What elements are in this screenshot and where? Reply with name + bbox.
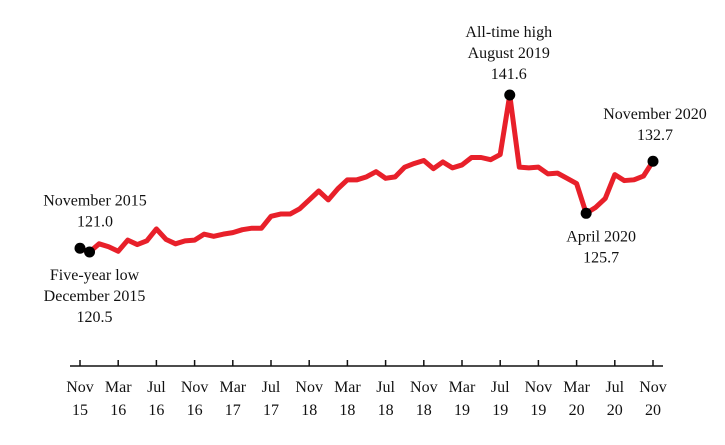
x-tick-label-year: 16 [187,402,203,419]
x-tick-label-month: Nov [295,379,323,396]
x-tick: Nov 16 [181,360,209,419]
x-tick-label-month: Jul [605,379,624,396]
x-tick-label-month: Jul [262,379,281,396]
x-tick-label-month: Nov [410,379,438,396]
x-tick: Nov 18 [295,360,323,419]
x-tick-label-month: Mar [563,379,590,396]
x-tick-label-year: 15 [72,402,88,419]
x-tick-label-month: Nov [181,379,209,396]
x-axis-ticks: Nov 15 Mar 16 Jul 16 Nov 16 Mar 17 Jul 17 Nov 18 Mar 18… [66,360,667,419]
x-tick-label-year: 18 [339,402,355,419]
annotation-label-april-2020: April 2020 125.7 [566,228,636,266]
annotation-marker-april-2020 [580,207,592,219]
x-tick-label-year: 20 [569,402,585,419]
annotation-label-five-year-low: Five-year low December 2015 120.5 [44,267,146,326]
x-tick: Mar 20 [563,360,591,419]
x-tick-label-year: 18 [378,402,394,419]
annotation-marker-nov-2015 [74,242,86,254]
x-tick-label-year: 20 [645,402,661,419]
x-tick: Jul 19 [491,360,510,419]
x-tick-label-month: Nov [66,379,94,396]
annotation-label-nov-2020: November 2020 132.7 [603,106,707,144]
x-tick: Nov 20 [639,360,667,419]
series-line [77,92,656,255]
x-tick-label-month: Mar [105,379,132,396]
x-tick: Nov 19 [525,360,553,419]
x-tick: Mar 17 [219,360,247,419]
x-tick-label-month: Jul [491,379,510,396]
x-tick-label-month: Mar [334,379,361,396]
x-tick: Nov 18 [410,360,438,419]
x-tick: Jul 16 [147,360,166,419]
x-tick: Mar 18 [334,360,361,419]
annotation-labels: November 2015 121.0 Five-year low December … [43,24,707,326]
x-tick-label-year: 19 [492,402,508,419]
x-tick-label-month: Nov [525,379,553,396]
x-tick-label-month: Mar [449,379,476,396]
x-tick-label-year: 19 [530,402,546,419]
plot-area: November 2015 121.0 Five-year low December … [43,24,707,326]
annotation-marker-nov-2020 [647,155,659,167]
x-tick-label-year: 16 [110,402,126,419]
x-tick-label-year: 18 [301,402,317,419]
x-tick-label-year: 18 [416,402,432,419]
x-tick: Jul 17 [262,360,281,419]
x-tick: Mar 19 [449,360,476,419]
annotation-markers [74,89,659,258]
x-tick-label-year: 16 [148,402,164,419]
x-tick-label-year: 20 [607,402,623,419]
x-tick-label-year: 17 [225,402,241,419]
x-tick-label-year: 17 [263,402,279,419]
x-tick-label-month: Jul [147,379,166,396]
x-tick: Jul 20 [605,360,625,419]
x-tick-label-month: Mar [219,379,246,396]
x-tick-label-month: Nov [639,379,667,396]
x-tick: Mar 16 [105,360,132,419]
x-tick-label-year: 19 [454,402,470,419]
annotation-marker-five-year-low [84,246,96,258]
x-tick-label-month: Jul [376,379,395,396]
annotation-label-nov-2015: November 2015 121.0 [43,192,147,230]
x-tick: Jul 18 [376,360,395,419]
x-tick: Nov 15 [66,360,94,419]
annotation-label-all-time-high: All-time high August 2019 141.6 [465,24,552,83]
annotation-marker-all-time-high [504,89,516,101]
